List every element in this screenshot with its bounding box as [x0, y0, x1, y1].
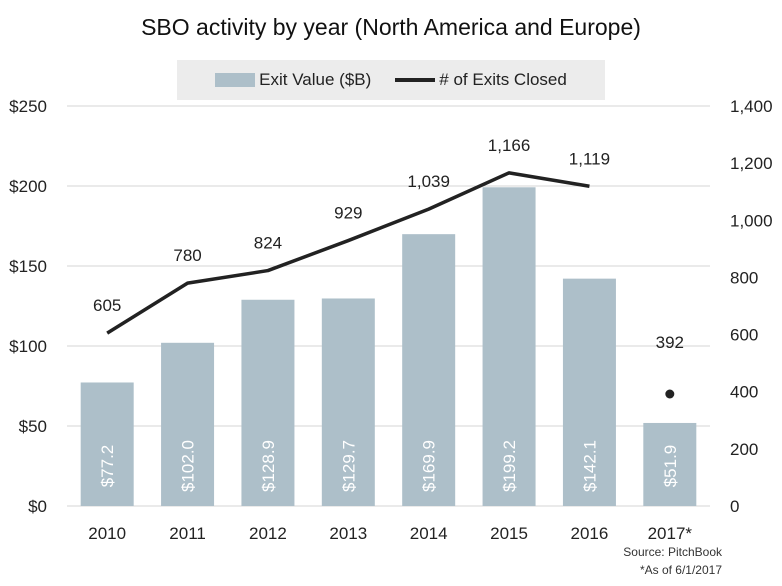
y-left-tick-label: $0: [28, 497, 47, 516]
bar-value-label: $77.2: [98, 445, 117, 488]
x-tick-label: 2016: [571, 524, 609, 543]
bar-value-label: $142.1: [580, 440, 599, 492]
legend-label-bars: Exit Value ($B): [259, 70, 372, 89]
y-right-tick-label: 600: [730, 326, 758, 345]
y-left-tick-label: $50: [19, 417, 47, 436]
line-series: [106, 171, 590, 335]
bar: [643, 422, 697, 506]
chart-title: SBO activity by year (North America and …: [141, 14, 641, 40]
bar: [562, 278, 616, 506]
x-tick-label: 2013: [329, 524, 367, 543]
bar-value-label: $199.2: [500, 440, 519, 492]
bar: [402, 234, 456, 506]
line-value-label: 929: [334, 204, 362, 223]
bar: [161, 342, 215, 506]
x-tick-label: 2017*: [648, 524, 693, 543]
y-right-tick-label: 1,400: [730, 97, 773, 116]
y-left-tick-label: $100: [9, 337, 47, 356]
y-right-tick-label: 1,200: [730, 154, 773, 173]
bar-value-label: $51.9: [661, 445, 680, 488]
line-value-label: 780: [173, 246, 201, 265]
bar-value-label: $102.0: [179, 440, 198, 492]
line-value-label: 824: [254, 234, 282, 253]
legend: Exit Value ($B) # of Exits Closed: [177, 60, 605, 100]
y-right-tick-label: 0: [730, 497, 739, 516]
legend-line-swatch: [395, 78, 436, 82]
legend-item-line: # of Exits Closed: [395, 70, 567, 90]
legend-label-line: # of Exits Closed: [439, 70, 567, 89]
y-right-tick-label: 200: [730, 440, 758, 459]
bar-value-label: $128.9: [259, 440, 278, 492]
y-right-tick-label: 400: [730, 383, 758, 402]
line-value-label: 605: [93, 296, 121, 315]
legend-bar-swatch: [215, 73, 256, 87]
line-value-label: 1,166: [488, 136, 531, 155]
x-tick-label: 2010: [88, 524, 126, 543]
y-left-tick-label: $250: [9, 97, 47, 116]
bar: [80, 382, 134, 506]
line-value-label: 392: [656, 333, 684, 352]
footnote: *As of 6/1/2017: [639, 563, 722, 577]
x-tick-label: 2012: [249, 524, 287, 543]
y-right-tick-label: 1,000: [730, 211, 773, 230]
x-tick-label: 2015: [490, 524, 528, 543]
bar-value-label: $129.7: [339, 440, 358, 492]
line-point-marker: [665, 389, 675, 399]
y-left-tick-label: $200: [9, 177, 47, 196]
line-value-label: 1,039: [407, 172, 450, 191]
line-value-label: 1,119: [569, 149, 610, 168]
x-tick-label: 2011: [169, 524, 206, 543]
x-tick-label: 2014: [410, 524, 448, 543]
bar: [241, 299, 295, 506]
source-note: Source: PitchBook: [623, 545, 722, 559]
y-right-tick-label: 800: [730, 268, 758, 287]
legend-item-bars: Exit Value ($B): [215, 70, 371, 90]
bar: [482, 187, 536, 506]
y-left-tick-label: $150: [9, 257, 47, 276]
bar: [321, 298, 375, 506]
bar-value-label: $169.9: [420, 440, 439, 492]
